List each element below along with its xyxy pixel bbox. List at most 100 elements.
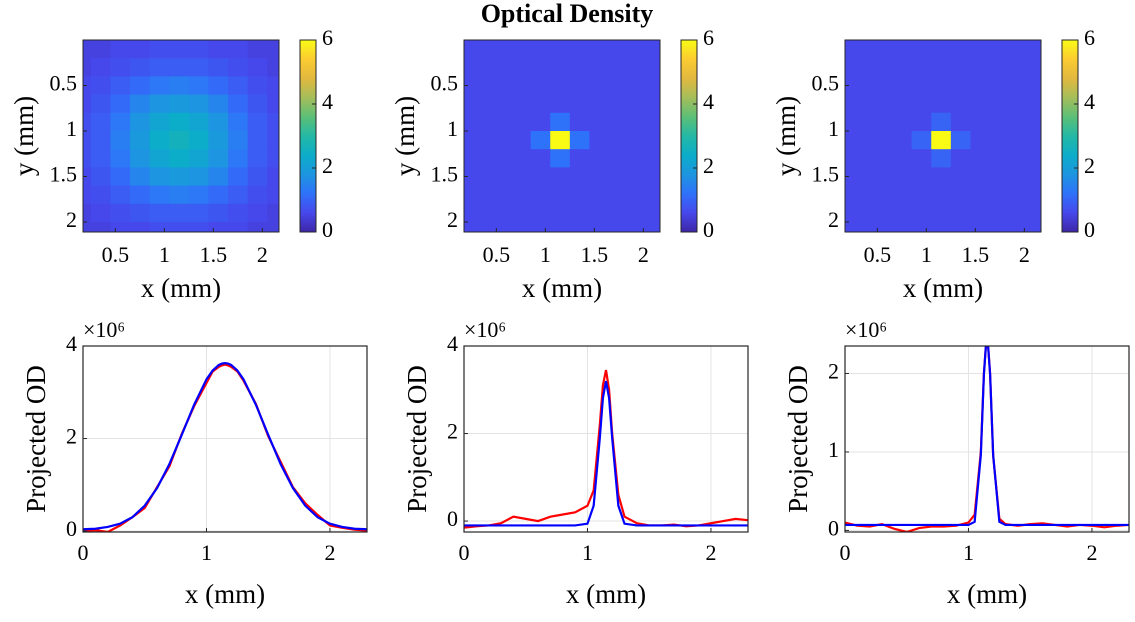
data-line bbox=[83, 363, 367, 532]
heatmap-cell bbox=[83, 94, 92, 114]
heatmap-cell bbox=[208, 58, 229, 77]
heatmap-cell bbox=[267, 221, 279, 232]
heatmap-cell bbox=[589, 94, 610, 114]
y-tick-label: 2 bbox=[828, 207, 839, 232]
heatmap-cell bbox=[1009, 167, 1030, 187]
heatmap-cell bbox=[228, 221, 249, 232]
y-tick-label: 2 bbox=[828, 359, 839, 384]
heatmap-image bbox=[83, 40, 279, 232]
figure-title: Optical Density bbox=[481, 0, 654, 28]
colorbar-tick-label: 2 bbox=[1084, 153, 1095, 178]
heatmap-cell bbox=[149, 112, 170, 132]
heatmap-cell bbox=[1029, 94, 1041, 114]
heatmap-cell bbox=[1009, 185, 1030, 205]
heatmap-cell bbox=[911, 94, 932, 114]
heatmap-cell bbox=[228, 149, 249, 168]
heatmap-cell bbox=[569, 149, 590, 168]
heatmap-cell bbox=[208, 185, 229, 205]
heatmap-cell bbox=[90, 130, 111, 150]
heatmap-cell bbox=[83, 58, 92, 77]
heatmap-cell bbox=[950, 221, 971, 232]
heatmap-cell bbox=[530, 58, 551, 77]
heatmap-cell bbox=[511, 76, 532, 96]
heatmap-cell bbox=[845, 167, 854, 187]
data-line bbox=[83, 362, 367, 531]
heatmap-cell bbox=[872, 149, 893, 168]
heatmap-cell bbox=[970, 185, 991, 205]
x-tick-label: 0 bbox=[840, 540, 851, 565]
heatmap-cell bbox=[550, 221, 571, 232]
heatmap-cell bbox=[970, 130, 991, 150]
colorbar-tick-label: 6 bbox=[703, 25, 714, 50]
heatmap-cell bbox=[267, 58, 279, 77]
heatmap-image bbox=[464, 40, 660, 232]
heatmap-cell bbox=[911, 130, 932, 150]
heatmap-cell bbox=[845, 94, 854, 114]
heatmap-cell bbox=[990, 203, 1011, 223]
heatmap-cell bbox=[550, 149, 571, 168]
heatmap-cell bbox=[110, 203, 131, 223]
heatmap-cell bbox=[1029, 76, 1041, 96]
x-axis-label: x (mm) bbox=[566, 579, 646, 609]
heatmap-cell bbox=[110, 112, 131, 132]
y-tick-label: 0.5 bbox=[812, 71, 840, 96]
heatmap-cell bbox=[530, 40, 551, 59]
heatmap-cell bbox=[990, 94, 1011, 114]
heatmap-cell bbox=[911, 185, 932, 205]
heatmap-cell bbox=[169, 112, 190, 132]
heatmap-cell bbox=[589, 130, 610, 150]
heatmap-cell bbox=[247, 130, 268, 150]
heatmap-cell bbox=[648, 221, 660, 232]
axes-box bbox=[844, 39, 1042, 233]
heatmap-cell bbox=[950, 167, 971, 187]
heatmap-cell bbox=[464, 203, 473, 223]
heatmap-cell bbox=[1009, 40, 1030, 59]
heatmap-cell bbox=[852, 94, 873, 114]
colorbar-tick-label: 6 bbox=[322, 25, 333, 50]
heatmap-cell bbox=[845, 40, 854, 59]
heatmap-cell bbox=[845, 185, 854, 205]
y-tick-label: 4 bbox=[447, 331, 458, 356]
heatmap-cell bbox=[970, 76, 991, 96]
x-tick-label: 2 bbox=[638, 242, 649, 267]
heatmap-cell bbox=[511, 58, 532, 77]
heatmap-cell bbox=[970, 40, 991, 59]
heatmap-cell bbox=[267, 149, 279, 168]
heatmap-cell bbox=[83, 76, 92, 96]
heatmap-cell bbox=[149, 130, 170, 150]
heatmap-cell bbox=[852, 130, 873, 150]
y-axis-label: Projected OD bbox=[21, 365, 51, 513]
heatmap-cell bbox=[892, 130, 913, 150]
heatmap-cell bbox=[911, 149, 932, 168]
y-axis-label: y (mm) bbox=[771, 96, 801, 176]
heatmap-cell bbox=[589, 58, 610, 77]
heatmap-cell bbox=[550, 167, 571, 187]
heatmap-cell bbox=[208, 76, 229, 96]
heatmap-cell bbox=[1029, 167, 1041, 187]
y-tick-label: 0.5 bbox=[431, 71, 459, 96]
heatmap-cell bbox=[188, 76, 209, 96]
heatmap-cell bbox=[130, 76, 151, 96]
heatmap-cell bbox=[169, 185, 190, 205]
heatmap-cell bbox=[188, 203, 209, 223]
heatmap-cell bbox=[188, 112, 209, 132]
heatmap-cell bbox=[208, 221, 229, 232]
heatmap-cell bbox=[1009, 94, 1030, 114]
heatmap-cell bbox=[892, 40, 913, 59]
heatmap-cell bbox=[110, 130, 131, 150]
heatmap-cell bbox=[228, 58, 249, 77]
heatmap-cell bbox=[208, 203, 229, 223]
colorbar-tick-label: 0 bbox=[703, 217, 714, 242]
heatmap-cell bbox=[628, 185, 649, 205]
heatmap-cell bbox=[970, 94, 991, 114]
heatmap-cell bbox=[188, 221, 209, 232]
heatmap-cell bbox=[247, 40, 268, 59]
heatmap-cell bbox=[247, 149, 268, 168]
heatmap-cell bbox=[892, 94, 913, 114]
heatmap-cell bbox=[852, 221, 873, 232]
heatmap-cell bbox=[267, 185, 279, 205]
heatmap-cell bbox=[90, 149, 111, 168]
heatmap-cell bbox=[228, 130, 249, 150]
heatmap-cell bbox=[267, 94, 279, 114]
